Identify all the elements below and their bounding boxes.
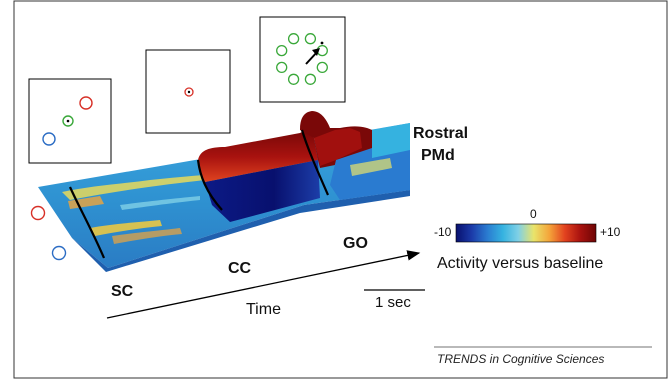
post-go-yellow [350,158,392,176]
time-axis-label: Time [246,301,281,318]
cc-trough [205,160,320,222]
yellow-band-upper [62,175,205,200]
region-label-line1: Rostral [413,125,468,142]
scale-bar-label: 1 sec [375,294,411,311]
stimulus-panel-sc [28,78,112,164]
orange-band-lower [112,228,182,244]
green-target-circle [276,61,288,74]
cc-epoch-line [196,159,223,211]
red-target-circle [79,96,93,110]
green-target-circle [287,73,300,85]
region-label-line2: PMd [421,147,455,164]
go-red-face [314,128,362,166]
side-blue-target [51,245,67,261]
green-target-circle [304,33,317,45]
time-arrow [106,250,421,319]
blue-target-circle [42,132,56,146]
green-target-circle [287,33,300,45]
green-fixation-circle [62,115,74,127]
epoch-label-sc: SC [111,283,134,300]
colorbar-bar [455,223,597,243]
colorbar: 0 -10 +10 Activity versus baseline [434,207,621,272]
colorbar-title: Activity versus baseline [437,255,603,272]
orange-patch [68,196,104,209]
selected-target-dot [320,41,324,45]
panel-frame [28,78,112,164]
sc-epoch-line [68,186,106,259]
fixation-dot [66,119,70,123]
side-red-target [30,205,46,221]
panel-frame [259,16,346,103]
post-go-top [372,123,410,158]
colorbar-max-label: +10 [600,225,621,239]
stimulus-panel-cc [145,49,231,134]
colorbar-mid-label: 0 [530,207,537,221]
source-credit: TRENDS in Cognitive Sciences [437,352,604,366]
figure-frame [13,0,668,379]
colorbar-min-label: -10 [434,225,452,239]
go-epoch-line [300,129,330,196]
fixation-dot [187,90,191,94]
green-target-circle [276,44,288,57]
activity-surface [38,111,410,272]
yellow-band-lower [90,220,162,236]
epoch-label-cc: CC [228,260,252,277]
green-target-circle [304,73,317,85]
epoch-label-go: GO [343,235,368,252]
green-target-circle [316,61,328,74]
cyan-streak [120,196,200,210]
red-cue-circle [184,87,194,97]
cc-red-plateau [197,131,318,182]
stimulus-panel-go [259,16,346,103]
reach-arrow-icon [312,48,320,56]
surface-side [72,190,410,272]
